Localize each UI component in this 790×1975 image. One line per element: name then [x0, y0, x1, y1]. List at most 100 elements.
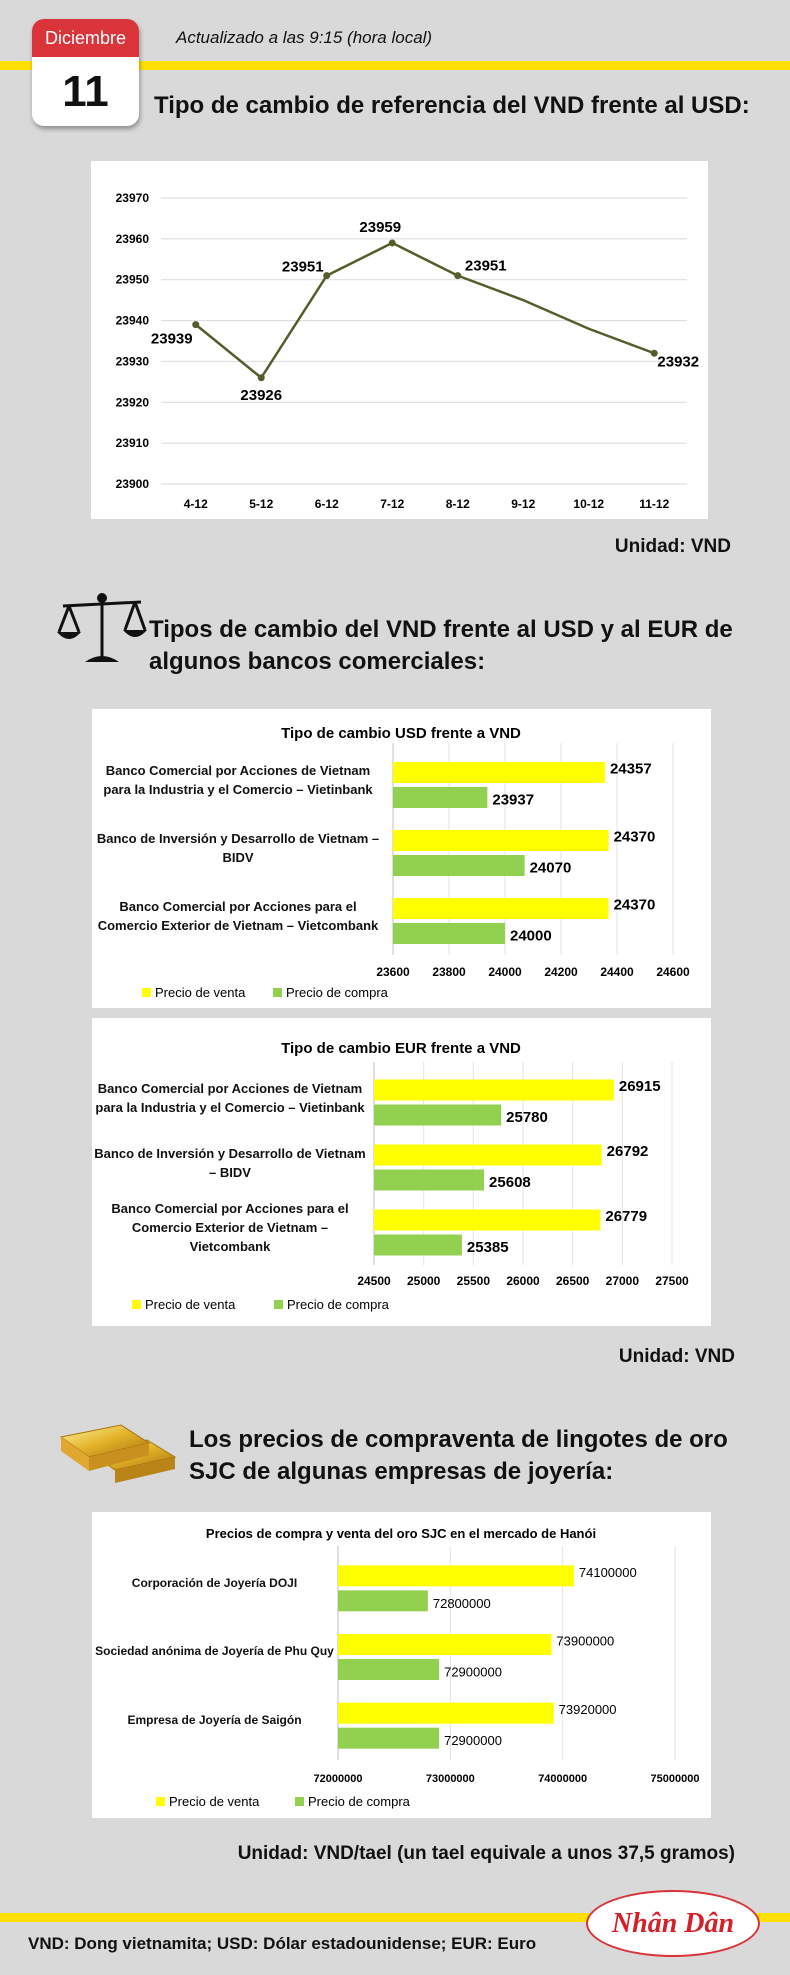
data-label: 23951	[465, 258, 507, 275]
category-label: Banco Comercial por Acciones para el Com…	[97, 898, 379, 933]
category-label-box: Banco de Inversión y Desarrollo de Vietn…	[96, 830, 380, 865]
x-tick-label: 24500	[357, 1274, 391, 1288]
category-label: Empresa de Joyería de Saigón	[127, 1713, 302, 1727]
bar	[374, 1144, 602, 1166]
x-tick-label: 72000000	[314, 1773, 363, 1785]
top-band	[0, 61, 790, 70]
x-tick-label: 74000000	[538, 1773, 587, 1785]
x-tick-label: 24600	[656, 965, 690, 979]
y-tick-label: 23930	[116, 354, 150, 368]
data-label: 72900000	[444, 1665, 502, 1680]
section-title: Tipos de cambio del VND frente al USD y …	[149, 616, 733, 675]
chart-title: Tipo de cambio EUR frente a VND	[281, 1040, 521, 1057]
chart-panel: Precios de compra y venta del oro SJC en…	[92, 1512, 711, 1818]
category-label: Banco Comercial por Acciones de Vietnam …	[95, 1080, 365, 1115]
category-label-box: Banco de Inversión y Desarrollo de Vietn…	[94, 1146, 365, 1180]
x-tick-label: 75000000	[651, 1773, 700, 1785]
y-tick-label: 23920	[116, 395, 150, 409]
x-tick-label: 8-12	[446, 497, 470, 511]
x-tick-label: 24400	[600, 965, 634, 979]
bottom-band	[0, 1913, 790, 1922]
y-tick-label: 23970	[116, 191, 150, 205]
bar-chart: Tipo de cambio USD frente a VND 23600 2380…	[96, 725, 690, 1000]
legend-label: Precio de compra	[308, 1794, 411, 1809]
scales-icon	[57, 593, 147, 662]
section-title: Tipo de cambio de referencia del VND fre…	[154, 92, 750, 119]
data-point	[650, 349, 658, 357]
bar	[374, 1079, 614, 1101]
chart-panel: Tipo de cambio EUR frente a VND 24500 2500…	[92, 1018, 711, 1326]
bar	[393, 762, 605, 783]
data-point	[257, 374, 265, 382]
y-tick-label: 23910	[116, 436, 150, 450]
x-tick-label: 23800	[432, 965, 466, 979]
calendar-month: Diciembre	[32, 19, 139, 57]
category-label: Banco de Inversión y Desarrollo de Vietn…	[96, 830, 380, 865]
x-tick-label: 26500	[556, 1274, 590, 1288]
data-point	[192, 321, 200, 329]
x-tick-label: 4-12	[184, 497, 208, 511]
data-label: 25385	[467, 1239, 509, 1256]
chart-title: Precios de compra y venta del oro SJC en…	[206, 1526, 596, 1541]
bar	[338, 1590, 428, 1612]
data-label: 24370	[614, 897, 656, 914]
unit-note: Unidad: VND/tael (un tael equivale a uno…	[237, 1843, 735, 1864]
bar	[338, 1565, 574, 1587]
category-label-box: Sociedad anónima de Joyería de Phu Quy	[95, 1644, 334, 1659]
data-label: 72900000	[444, 1733, 502, 1748]
category-label-box: Banco Comercial por Acciones para el Com…	[97, 898, 379, 933]
data-label: 73920000	[559, 1702, 617, 1717]
legend-label: Precio de compra	[287, 1297, 390, 1312]
data-label: 25780	[506, 1109, 548, 1126]
unit-note: Unidad: VND	[614, 536, 731, 557]
x-tick-label: 73000000	[426, 1773, 475, 1785]
data-label: 23932	[657, 353, 699, 370]
data-label: 24070	[530, 860, 572, 877]
category-label-box: Banco Comercial por Acciones de Vietnam …	[95, 1080, 365, 1115]
data-label: 26792	[607, 1143, 649, 1160]
unit-note: Unidad: VND	[618, 1346, 735, 1367]
legend-swatch	[274, 1300, 283, 1309]
chart-panel: Tipo de cambio USD frente a VND 23600 2380…	[92, 709, 711, 1008]
y-tick-label: 23950	[116, 273, 150, 287]
y-tick-label: 23940	[116, 314, 150, 328]
category-label: Banco Comercial por Acciones para el Com…	[111, 1201, 349, 1255]
x-tick-label: 24200	[544, 965, 578, 979]
x-tick-label: 7-12	[380, 497, 404, 511]
data-label: 72800000	[433, 1596, 491, 1611]
bar	[393, 855, 525, 876]
bar	[393, 923, 505, 944]
legend-swatch	[142, 988, 151, 997]
x-tick-label: 23600	[376, 965, 410, 979]
line-chart: 23900 23910 23920 23930 23940 23950 23960 23970…	[116, 191, 699, 511]
legend-swatch	[132, 1300, 141, 1309]
footer-note: VND: Dong vietnamita; USD: Dólar estadou…	[28, 1934, 537, 1953]
chart-panel: 23900 23910 23920 23930 23940 23950 23960 23970…	[91, 161, 708, 519]
x-tick-label: 27500	[655, 1274, 689, 1288]
bar	[393, 787, 488, 808]
category-label-box: Empresa de Joyería de Saigón	[127, 1713, 302, 1727]
category-label-box: Banco Comercial por Acciones de Vietnam …	[103, 762, 373, 797]
legend-swatch	[273, 988, 282, 997]
chart-title: Tipo de cambio USD frente a VND	[281, 725, 521, 742]
bar	[374, 1169, 485, 1191]
data-label: 23937	[492, 792, 534, 809]
bar-chart: Precios de compra y venta del oro SJC en…	[95, 1526, 700, 1809]
y-tick-label: 23960	[116, 232, 150, 246]
legend-swatch	[295, 1797, 304, 1806]
legend-label: Precio de compra	[286, 985, 389, 1000]
data-label: 23926	[240, 387, 282, 404]
bar	[393, 830, 609, 851]
bar	[338, 1702, 554, 1724]
x-tick-label: 11-12	[639, 497, 669, 511]
data-label: 24000	[510, 928, 552, 945]
bar	[374, 1234, 462, 1256]
data-label: 24357	[610, 761, 652, 778]
category-label: Sociedad anónima de Joyería de Phu Quy	[95, 1644, 334, 1659]
y-tick-label: 23900	[116, 477, 150, 491]
data-line	[194, 241, 655, 380]
bar-chart: Tipo de cambio EUR frente a VND 24500 2500…	[94, 1040, 689, 1312]
bar	[393, 898, 609, 919]
category-label: Banco Comercial por Acciones de Vietnam …	[103, 762, 373, 797]
